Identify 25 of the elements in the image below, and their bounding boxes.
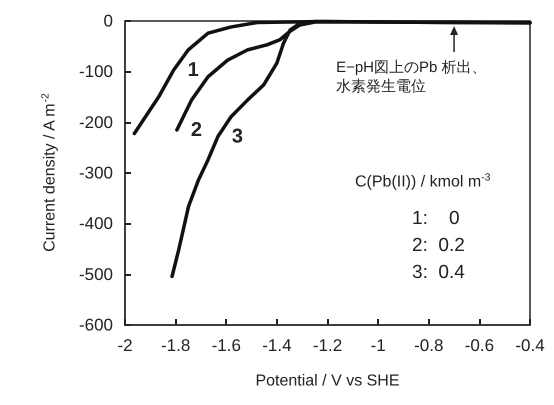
x-tick-label: -1.4 xyxy=(262,336,292,355)
series-label: 2 xyxy=(190,118,202,141)
x-tick-label: -0.6 xyxy=(464,336,494,355)
x-tick-label: -0.4 xyxy=(515,336,545,355)
x-tick-label: -1.6 xyxy=(212,336,241,355)
x-tick-label: -1.2 xyxy=(312,336,342,355)
y-tick-label: -300 xyxy=(78,164,113,182)
y-tick-label: -100 xyxy=(78,62,113,82)
x-tick-label: -1 xyxy=(370,336,386,355)
annotation: E−pH図上のPb 析出、水素発生電位 xyxy=(336,59,487,96)
y-axis-title: Current density / A m-2 xyxy=(40,93,58,252)
series-label: 1 xyxy=(188,59,199,82)
annotation: 3: 0.4 xyxy=(412,262,466,283)
x-tick-label: -2 xyxy=(117,336,133,355)
annotation: 1: 0 xyxy=(412,208,460,229)
y-tick-label: -500 xyxy=(78,264,113,284)
x-tick-label: -0.8 xyxy=(414,336,444,355)
x-axis-title: Potential / V vs SHE xyxy=(255,372,400,390)
annotation: 2: 0.2 xyxy=(412,235,465,256)
x-tick-label: -1.8 xyxy=(160,336,190,355)
y-tick-label: -600 xyxy=(78,316,113,334)
y-tick-label: -400 xyxy=(78,214,113,234)
y-tick-label: 0 xyxy=(104,12,113,30)
series-label: 3 xyxy=(232,126,244,148)
y-tick-label: -200 xyxy=(78,112,113,132)
